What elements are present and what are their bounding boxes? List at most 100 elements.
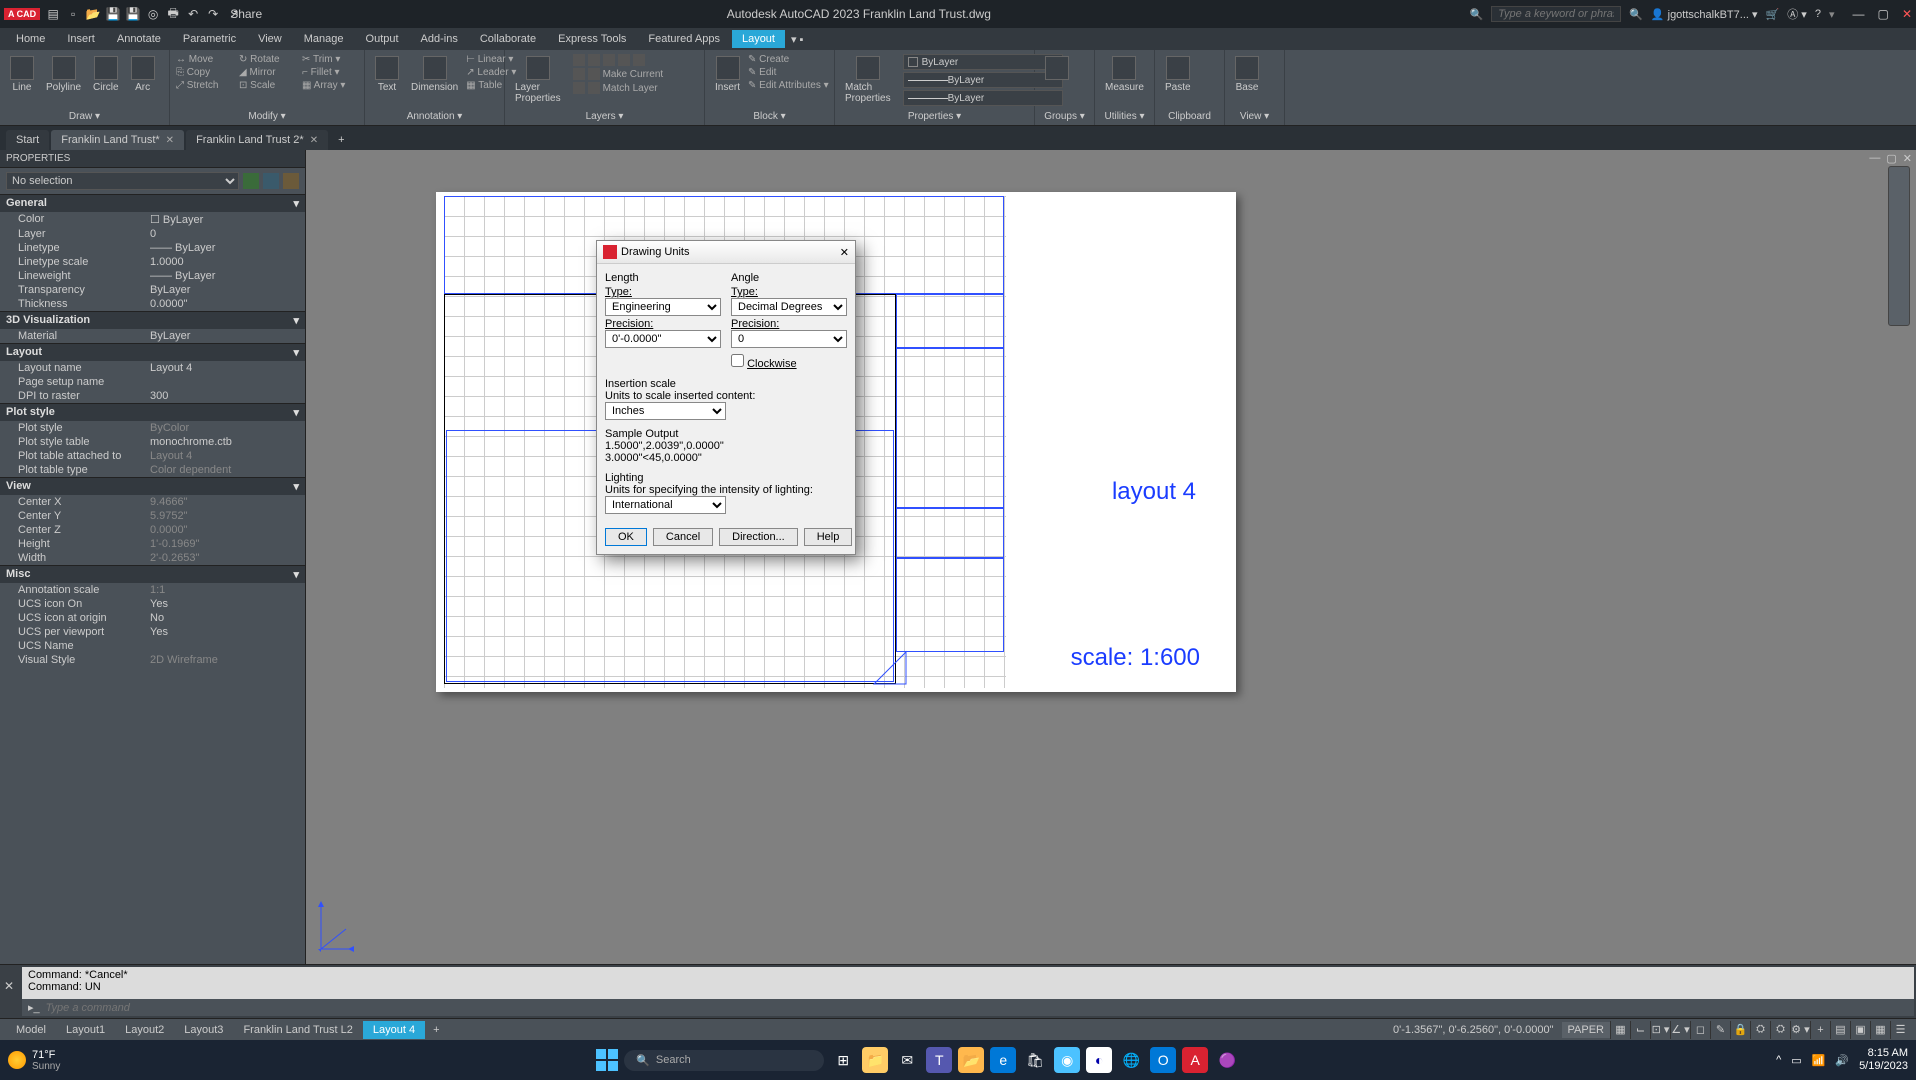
snap-toggle[interactable]: ⌙ bbox=[1630, 1021, 1650, 1039]
panel-label-draw[interactable]: Draw ▾ bbox=[6, 110, 163, 123]
minimize-button[interactable]: — bbox=[1852, 7, 1864, 21]
modify-tool[interactable]: ⤢ Stretch bbox=[176, 80, 236, 91]
space-toggle[interactable]: PAPER bbox=[1562, 1022, 1610, 1038]
wifi-icon[interactable]: 📶 bbox=[1812, 1054, 1826, 1067]
edit-block-tool[interactable]: ✎ Edit bbox=[748, 67, 829, 78]
plot-icon[interactable]: 🖶 bbox=[166, 7, 180, 21]
property-row[interactable]: Plot style tablemonochrome.ctb bbox=[0, 435, 305, 449]
task-view-icon[interactable]: ⊞ bbox=[830, 1047, 856, 1073]
property-row[interactable]: Visual Style2D Wireframe bbox=[0, 653, 305, 667]
menu-tab-home[interactable]: Home bbox=[6, 30, 55, 48]
ribbon-options-icon[interactable]: ▾ ▪ bbox=[791, 33, 803, 46]
workspace-icon[interactable]: ⚙ ▾ bbox=[1790, 1021, 1810, 1039]
start-button[interactable] bbox=[596, 1049, 618, 1071]
layout-tab[interactable]: Layout 4 bbox=[363, 1021, 425, 1039]
web-icon[interactable]: ◎ bbox=[146, 7, 160, 21]
property-row[interactable]: Linetype—— ByLayer bbox=[0, 241, 305, 255]
property-row[interactable]: UCS icon at originNo bbox=[0, 611, 305, 625]
selection-dropdown[interactable]: No selection bbox=[6, 172, 239, 190]
base-view-tool[interactable]: Base bbox=[1231, 54, 1263, 95]
user-menu[interactable]: 👤 jgottschalkBT7... ▾ bbox=[1651, 8, 1758, 21]
menu-tab-output[interactable]: Output bbox=[356, 30, 409, 48]
make-current-tool[interactable]: Make Current bbox=[573, 68, 664, 80]
property-category[interactable]: Plot style▾ bbox=[0, 403, 305, 421]
doc-tab[interactable]: Start bbox=[6, 130, 49, 150]
layout-tab[interactable]: Layout2 bbox=[115, 1021, 174, 1039]
property-row[interactable]: Layer0 bbox=[0, 227, 305, 241]
modify-tool[interactable]: ⎘ Copy bbox=[176, 67, 236, 78]
panel-label-groups[interactable]: Groups ▾ bbox=[1041, 110, 1088, 123]
grid-toggle[interactable]: ▦ bbox=[1610, 1021, 1630, 1039]
isolate-icon[interactable]: ▦ bbox=[1870, 1021, 1890, 1039]
menu-tab-layout[interactable]: Layout bbox=[732, 30, 785, 48]
redo-icon[interactable]: ↷ bbox=[206, 7, 220, 21]
property-row[interactable]: TransparencyByLayer bbox=[0, 283, 305, 297]
teams-icon[interactable]: T bbox=[926, 1047, 952, 1073]
search-go-icon[interactable]: 🔍 bbox=[1629, 8, 1643, 21]
save-icon[interactable]: 💾 bbox=[106, 7, 120, 21]
menu-tab-view[interactable]: View bbox=[248, 30, 292, 48]
explorer-icon[interactable]: 📁 bbox=[862, 1047, 888, 1073]
close-button[interactable]: ✕ bbox=[1902, 7, 1912, 21]
layer-properties-tool[interactable]: Layer Properties bbox=[511, 54, 565, 106]
viewport-4[interactable] bbox=[896, 348, 1004, 508]
modify-tool[interactable]: ▦ Array ▾ bbox=[302, 80, 362, 91]
circle-tool[interactable]: Circle bbox=[89, 54, 123, 95]
panel-label-block[interactable]: Block ▾ bbox=[711, 110, 828, 123]
cancel-button[interactable]: Cancel bbox=[653, 528, 713, 546]
customize-icon[interactable]: ☰ bbox=[1890, 1021, 1910, 1039]
length-type-select[interactable]: Engineering bbox=[605, 298, 721, 316]
menu-tab-insert[interactable]: Insert bbox=[57, 30, 105, 48]
anno-vis-icon[interactable]: ⛭ bbox=[1750, 1021, 1770, 1039]
property-row[interactable]: Plot styleByColor bbox=[0, 421, 305, 435]
undo-icon[interactable]: ↶ bbox=[186, 7, 200, 21]
property-row[interactable]: Lineweight—— ByLayer bbox=[0, 269, 305, 283]
measure-tool[interactable]: Measure bbox=[1101, 54, 1148, 95]
doc-tab[interactable]: Franklin Land Trust*✕ bbox=[51, 130, 184, 150]
panel-label-layers[interactable]: Layers ▾ bbox=[511, 110, 698, 123]
property-row[interactable]: DPI to raster300 bbox=[0, 389, 305, 403]
tray-chevron-icon[interactable]: ^ bbox=[1776, 1054, 1781, 1066]
anno-scale-icon[interactable]: ⛭ bbox=[1770, 1021, 1790, 1039]
modify-tool[interactable]: ⊡ Scale bbox=[239, 80, 299, 91]
property-row[interactable]: Plot table typeColor dependent bbox=[0, 463, 305, 477]
tab-close-icon[interactable]: ✕ bbox=[310, 135, 318, 146]
edge-icon[interactable]: e bbox=[990, 1047, 1016, 1073]
scale-toggle[interactable]: 🔒 bbox=[1730, 1021, 1750, 1039]
share-link[interactable]: ↗ Share bbox=[234, 7, 248, 21]
panel-label-properties[interactable]: Properties ▾ bbox=[841, 110, 1028, 123]
doc-tab[interactable]: Franklin Land Trust 2*✕ bbox=[186, 130, 328, 150]
menu-icon[interactable]: ▤ bbox=[46, 7, 60, 21]
open-icon[interactable]: 📂 bbox=[86, 7, 100, 21]
ok-button[interactable]: OK bbox=[605, 528, 647, 546]
property-row[interactable]: Layout nameLayout 4 bbox=[0, 361, 305, 375]
doc-minimize-icon[interactable]: — bbox=[1869, 152, 1880, 165]
property-row[interactable]: Width2'-0.2653" bbox=[0, 551, 305, 565]
property-row[interactable]: Center Z0.0000" bbox=[0, 523, 305, 537]
app-icon[interactable]: Ⓐ ▾ bbox=[1787, 6, 1807, 22]
property-category[interactable]: Misc▾ bbox=[0, 565, 305, 583]
navigation-bar[interactable] bbox=[1888, 166, 1910, 326]
new-icon[interactable]: ▫ bbox=[66, 7, 80, 21]
menu-tab-annotate[interactable]: Annotate bbox=[107, 30, 171, 48]
property-category[interactable]: General▾ bbox=[0, 194, 305, 212]
property-row[interactable]: UCS icon OnYes bbox=[0, 597, 305, 611]
hardware-icon[interactable]: ▣ bbox=[1850, 1021, 1870, 1039]
property-row[interactable]: Height1'-0.1969" bbox=[0, 537, 305, 551]
menu-tab-featured-apps[interactable]: Featured Apps bbox=[638, 30, 730, 48]
history-close-icon[interactable]: ✕ bbox=[4, 979, 14, 993]
property-category[interactable]: Layout▾ bbox=[0, 343, 305, 361]
viewport-3[interactable] bbox=[896, 294, 1004, 348]
folder-icon[interactable]: 📂 bbox=[958, 1047, 984, 1073]
pickadd-icon[interactable] bbox=[263, 173, 279, 189]
app1-icon[interactable]: ◉ bbox=[1054, 1047, 1080, 1073]
custom-icon[interactable]: ▤ bbox=[1830, 1021, 1850, 1039]
edit-attrs-tool[interactable]: ✎ Edit Attributes ▾ bbox=[748, 80, 829, 91]
doc-close-icon[interactable]: ✕ bbox=[1903, 152, 1912, 165]
weather-widget[interactable]: 71°FSunny bbox=[8, 1049, 60, 1072]
new-doc-button[interactable]: + bbox=[330, 130, 352, 150]
modify-tool[interactable]: ◢ Mirror bbox=[239, 67, 299, 78]
ortho-toggle[interactable]: ⊡ ▾ bbox=[1650, 1021, 1670, 1039]
battery-icon[interactable]: ▭ bbox=[1791, 1054, 1801, 1067]
osnap-toggle[interactable]: ◻ bbox=[1690, 1021, 1710, 1039]
